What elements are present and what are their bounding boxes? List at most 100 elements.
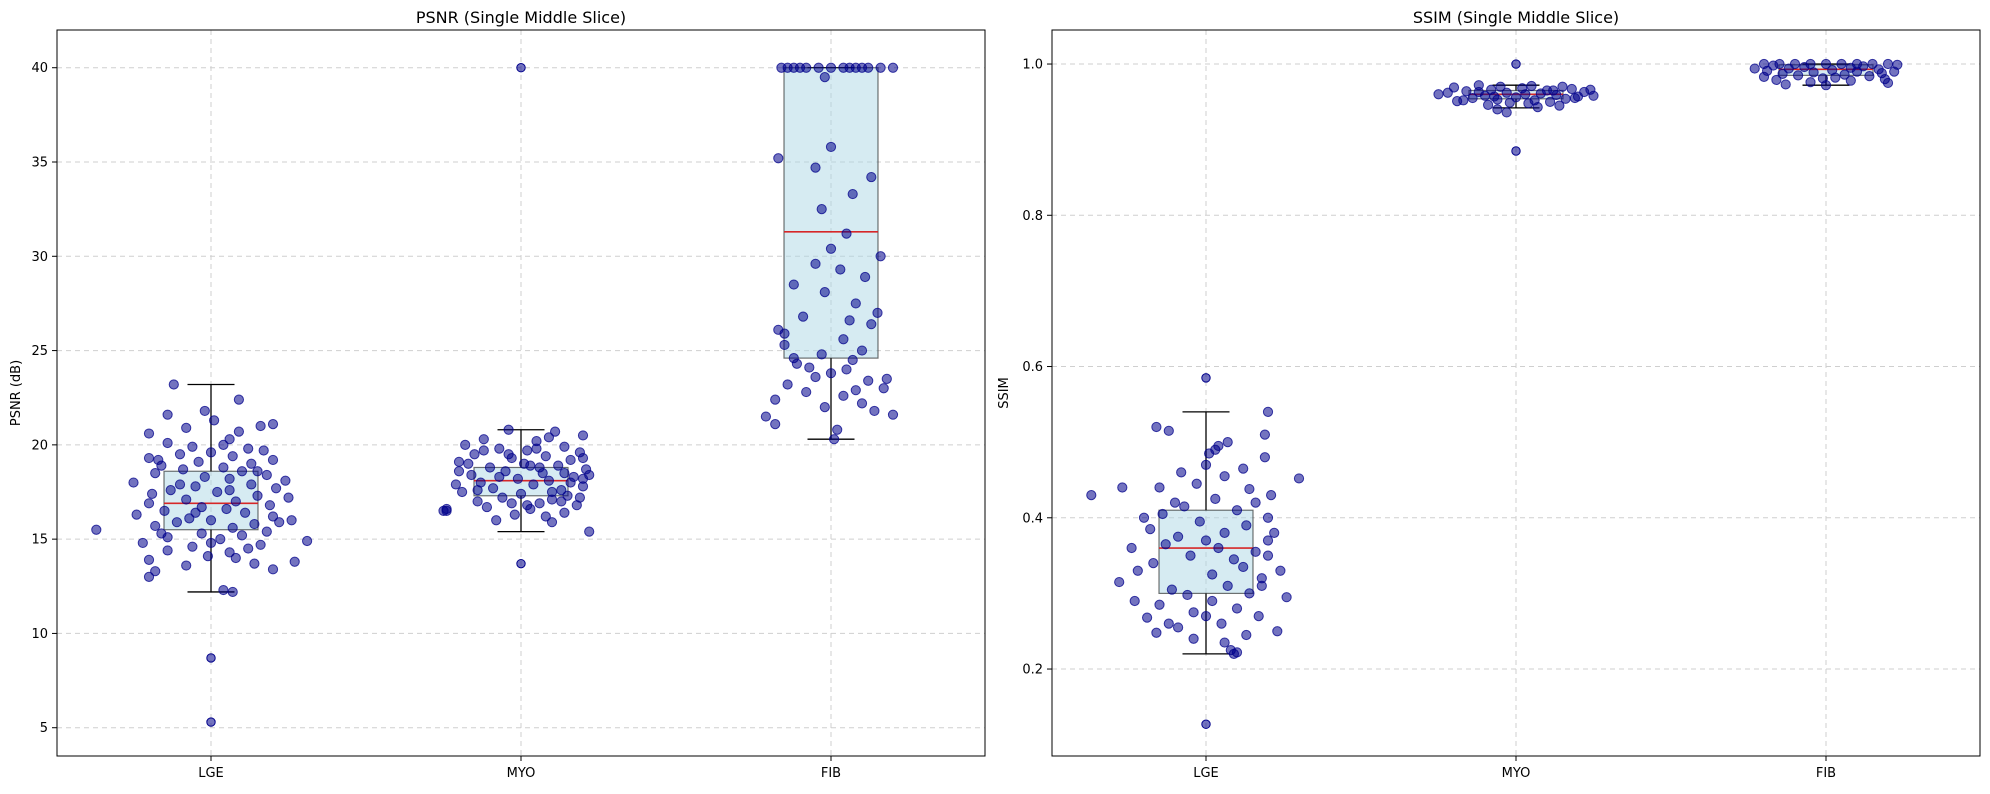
ssim-fib-point	[1882, 58, 1894, 70]
ssim-lge-point	[1231, 603, 1243, 614]
ssim-fib-point	[1820, 58, 1832, 70]
ssim-lge-point	[1275, 565, 1286, 576]
psnr-lge-point	[227, 451, 238, 462]
psnr-lge-point	[218, 462, 229, 473]
ssim-lge-point	[1145, 524, 1156, 535]
ssim-lge-point	[1262, 550, 1274, 561]
psnr-myo-point	[584, 526, 595, 537]
psnr-ylabel: PSNR (dB)	[9, 360, 24, 426]
psnr-myo-point	[550, 426, 561, 437]
psnr-fib-point	[788, 279, 799, 290]
psnr-lge-point	[156, 528, 167, 539]
psnr-fib-point	[841, 228, 852, 239]
psnr-myo-point	[494, 471, 505, 483]
psnr-lge-point	[212, 486, 223, 498]
ssim-lge-outlier	[1201, 719, 1211, 729]
psnr-fib-point	[779, 339, 790, 351]
psnr-fib-point	[856, 345, 868, 356]
psnr-lge-point	[255, 420, 266, 432]
ssim-lge-point	[1253, 610, 1264, 622]
ssim-myo-point	[1442, 87, 1453, 98]
psnr-lge-point	[162, 545, 173, 556]
ssim-lge-point	[1216, 618, 1227, 629]
psnr-lge-point	[274, 517, 285, 528]
psnr-lge-point	[165, 485, 176, 496]
ssim-fib-point	[1889, 66, 1900, 77]
psnr-lge-point	[218, 439, 229, 450]
ssim-fib-point	[1830, 72, 1841, 83]
ssim-lge-point	[1259, 429, 1271, 440]
ssim-myo-outlier	[1511, 59, 1521, 69]
ssim-myo-point	[1461, 86, 1472, 97]
psnr-fib-point	[850, 298, 861, 309]
psnr-xtick-label-fib: FIB	[821, 766, 841, 781]
psnr-ytick-label: 15	[31, 533, 48, 548]
ssim-lge-point	[1200, 459, 1212, 470]
psnr-fib-point	[866, 319, 877, 330]
psnr-panel: PSNR (Single Middle Slice) PSNR (dB) 5 10…	[9, 8, 986, 781]
psnr-fib-point	[847, 354, 858, 366]
psnr-lge-point	[184, 513, 195, 524]
ssim-lge-point	[1126, 542, 1137, 554]
psnr-lge-point	[205, 515, 217, 526]
psnr-lge-point	[153, 454, 164, 466]
ssim-ytick-label: 0.8	[1022, 209, 1043, 224]
psnr-myo-point	[531, 443, 542, 454]
psnr-myo-point	[543, 475, 555, 486]
psnr-lge-point	[258, 445, 269, 456]
ssim-myo-point	[1557, 81, 1568, 92]
ssim-lge-point	[1179, 501, 1190, 512]
ssim-fib-point	[1780, 79, 1791, 90]
psnr-myo-point	[556, 496, 567, 507]
psnr-fib-point	[825, 62, 837, 73]
psnr-myo-point	[543, 432, 555, 443]
psnr-myo-point	[506, 498, 517, 509]
psnr-myo-point	[522, 445, 533, 456]
ssim-myo-point	[1467, 92, 1478, 104]
ssim-myo-point	[1492, 104, 1503, 115]
psnr-fib-point	[863, 375, 874, 386]
psnr-lge-point	[131, 509, 142, 520]
ssim-fib-point	[1771, 74, 1782, 86]
psnr-lge-point	[233, 394, 244, 405]
ssim-lge-point	[1148, 558, 1159, 569]
ssim-myo-point	[1545, 96, 1556, 107]
ssim-ytick-label: 0.4	[1022, 511, 1043, 526]
psnr-myo-point	[565, 477, 576, 488]
psnr-fib-point	[804, 362, 815, 373]
psnr-lge-point	[143, 498, 155, 509]
psnr-fib-point	[782, 379, 793, 390]
psnr-lge-point	[91, 524, 102, 535]
psnr-lge-point	[178, 464, 189, 475]
psnr-myo-point	[478, 434, 489, 445]
psnr-lge-point	[209, 415, 220, 426]
ssim-myo-outlier	[1511, 146, 1521, 156]
psnr-ytick-label: 5	[40, 721, 48, 736]
ssim-lge-point	[1132, 565, 1143, 576]
ssim-lge-point	[1173, 531, 1184, 542]
psnr-fib-point	[847, 188, 858, 200]
psnr-lge-point	[236, 530, 248, 541]
psnr-lge-point	[289, 556, 300, 567]
psnr-fib-point	[819, 72, 830, 83]
ssim-lge-point	[1182, 589, 1193, 601]
ssim-myo-point	[1504, 97, 1515, 108]
ssim-lge-point	[1154, 599, 1165, 610]
psnr-fib-point	[844, 62, 855, 73]
ssim-lge-point	[1238, 561, 1249, 573]
ssim-ytick-label: 0.2	[1022, 663, 1043, 678]
ssim-lge-point	[1207, 569, 1218, 580]
ssim-lge-point	[1086, 489, 1097, 501]
psnr-lge-point	[249, 518, 260, 530]
ssim-fib-point	[1793, 70, 1804, 81]
psnr-fib-point	[810, 258, 821, 269]
psnr-myo-point	[463, 458, 474, 469]
psnr-lge-point	[150, 566, 161, 577]
psnr-lge-point	[267, 454, 279, 466]
ssim-lge-point	[1173, 622, 1184, 633]
ssim-lge-point	[1262, 535, 1274, 546]
ssim-fib-point	[1845, 75, 1856, 86]
psnr-lge-point	[150, 520, 161, 532]
psnr-fib-point	[872, 307, 883, 318]
ssim-lge-point	[1188, 607, 1199, 618]
